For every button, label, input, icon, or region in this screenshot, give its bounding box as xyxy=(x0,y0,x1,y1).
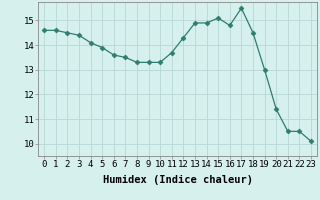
X-axis label: Humidex (Indice chaleur): Humidex (Indice chaleur) xyxy=(103,175,252,185)
